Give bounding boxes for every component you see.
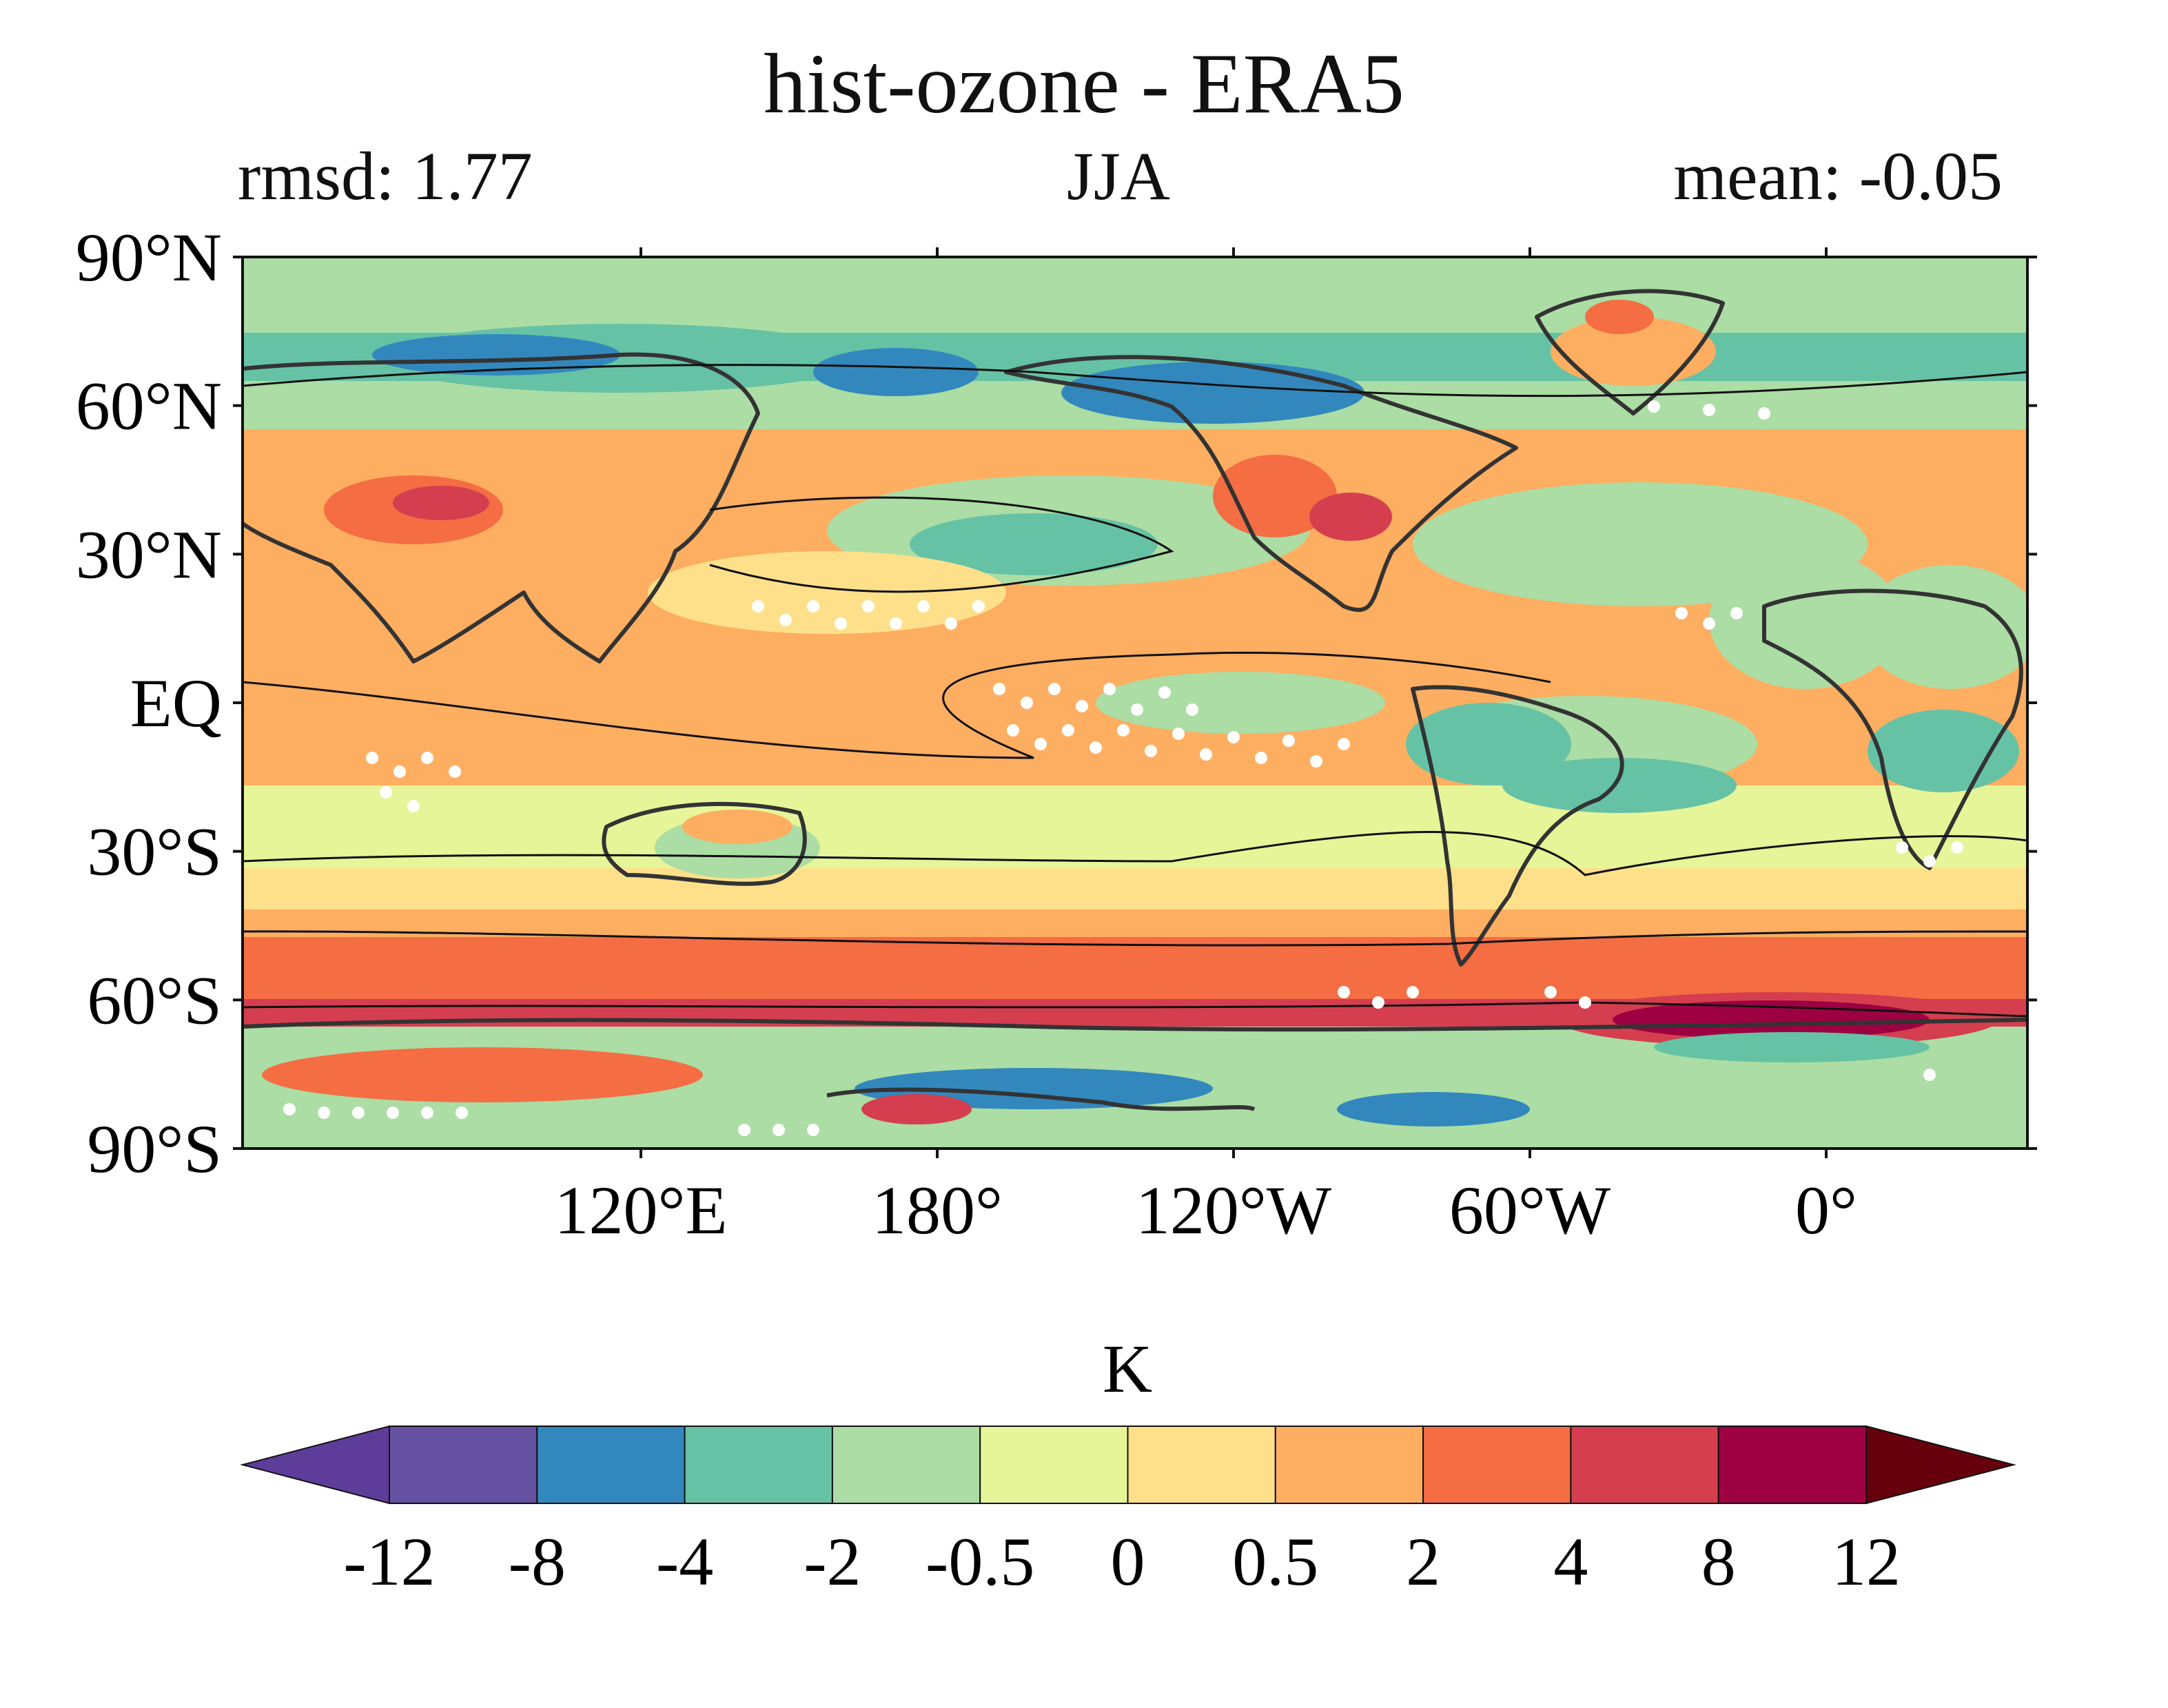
colorbar-swatch (831, 1426, 981, 1504)
colorbar-tick-label: 12 (1832, 1523, 1901, 1600)
contour-lines (243, 364, 2027, 1018)
colorbar-extend-max (1865, 1425, 2016, 1505)
lat-tick-label: EQ (130, 665, 222, 741)
colorbar-tick-label: -4 (656, 1523, 713, 1600)
colorbar-tick-label: 8 (1701, 1523, 1736, 1600)
colorbar-swatch (1717, 1426, 1867, 1504)
colorbar-swatch (1274, 1426, 1424, 1504)
colorbar-swatch (1127, 1426, 1276, 1504)
longitude-axis: 120°E 180° 120°W 60°W 0° (554, 247, 1857, 1248)
lat-tick-label: 30°N (76, 516, 222, 593)
lon-tick-label: 60°W (1449, 1172, 1611, 1248)
lon-tick-label: 0° (1795, 1172, 1857, 1248)
colorbar-swatch (389, 1426, 538, 1504)
colorbar-tick-label: 2 (1406, 1523, 1440, 1600)
colorbar-tick-label: -12 (343, 1523, 435, 1600)
colorbar-tick-label: -0.5 (926, 1523, 1034, 1600)
latitude-axis: 90°N 60°N 30°N EQ 30°S 60°S 90°S (76, 219, 2037, 1187)
colorbar-tick-label: 0 (1111, 1523, 1145, 1600)
colorbar-swatch (1422, 1426, 1572, 1504)
lon-tick-label: 120°E (554, 1172, 727, 1248)
colorbar-swatch (684, 1426, 833, 1504)
colorbar-tick-label: 0.5 (1232, 1523, 1318, 1600)
coastlines (243, 289, 2027, 1111)
colorbar-swatch (979, 1426, 1129, 1504)
anomaly-map (243, 257, 2027, 1149)
colorbar: -12 -8 -4 -2 -0.5 0 0.5 2 4 8 12 (240, 1425, 2016, 1600)
lon-tick-label: 180° (872, 1172, 1003, 1248)
lat-tick-label: 30°S (87, 814, 222, 890)
colorbar-tick-label: 4 (1553, 1523, 1588, 1600)
lat-tick-label: 90°S (87, 1111, 222, 1187)
colorbar-label: K (1103, 1330, 1152, 1407)
lat-tick-label: 60°S (87, 962, 222, 1038)
colorbar-tick-label: -8 (509, 1523, 566, 1600)
stippling (283, 400, 1963, 1136)
lat-tick-label: 90°N (76, 219, 222, 296)
colorbar-swatch (1570, 1426, 1719, 1504)
colorbar-extend-min (240, 1425, 390, 1505)
colorbar-swatch (536, 1426, 686, 1504)
colorbar-tick-label: -2 (804, 1523, 861, 1600)
season-label: JJA (1066, 138, 1171, 214)
mean-label: mean: -0.05 (1673, 138, 2003, 214)
lon-tick-label: 120°W (1136, 1172, 1332, 1248)
anomaly-patches (262, 300, 2027, 1126)
rmsd-label: rmsd: 1.77 (238, 138, 533, 214)
chart-title: hist-ozone - ERA5 (764, 37, 1404, 131)
lat-tick-label: 60°N (76, 368, 222, 444)
